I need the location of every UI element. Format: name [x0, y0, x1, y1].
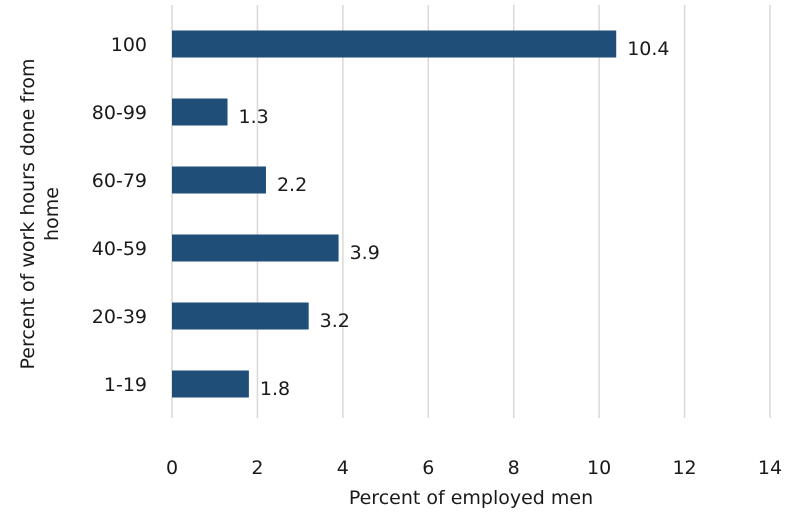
- category-label-20-39: 20-39: [92, 306, 147, 328]
- x-tick-12: 12: [672, 457, 696, 479]
- x-tick-10: 10: [587, 457, 611, 479]
- gridlines: [171, 5, 771, 418]
- x-tick-14: 14: [758, 457, 782, 479]
- bar-1-19: [172, 370, 249, 398]
- x-tick-8: 8: [508, 457, 520, 479]
- x-axis-title: Percent of employed men: [349, 487, 593, 509]
- y-axis-title-line-2: home: [41, 187, 63, 241]
- x-tick-4: 4: [337, 457, 349, 479]
- category-label-80-99: 80-99: [92, 102, 147, 124]
- bar-60-79: [172, 166, 266, 194]
- category-labels: 100 80-99 60-79 40-59 20-39 1-19: [92, 34, 147, 396]
- bars: [172, 30, 617, 398]
- data-label-100: 10.4: [627, 38, 669, 60]
- bar-20-39: [172, 302, 309, 330]
- category-label-60-79: 60-79: [92, 170, 147, 192]
- y-axis-title: Percent of work hours done from home: [17, 58, 63, 369]
- y-axis-title-line-1: Percent of work hours done from: [17, 58, 39, 369]
- bar-100: [172, 30, 617, 58]
- category-label-1-19: 1-19: [104, 374, 147, 396]
- data-label-60-79: 2.2: [277, 174, 307, 196]
- data-labels: 10.4 1.3 2.2 3.9 3.2 1.8: [239, 38, 670, 400]
- data-label-40-59: 3.9: [350, 242, 380, 264]
- category-label-100: 100: [111, 34, 147, 56]
- data-label-20-39: 3.2: [320, 310, 350, 332]
- x-tick-2: 2: [251, 457, 263, 479]
- y-axis-title-text: Percent of work hours done from home: [17, 58, 63, 369]
- x-tick-6: 6: [422, 457, 434, 479]
- bar-80-99: [172, 98, 228, 126]
- x-tick-0: 0: [166, 457, 178, 479]
- bar-40-59: [172, 234, 339, 262]
- category-label-40-59: 40-59: [92, 238, 147, 260]
- data-label-1-19: 1.8: [260, 378, 290, 400]
- data-label-80-99: 1.3: [239, 106, 269, 128]
- x-tick-labels: 0 2 4 6 8 10 12 14: [166, 457, 782, 479]
